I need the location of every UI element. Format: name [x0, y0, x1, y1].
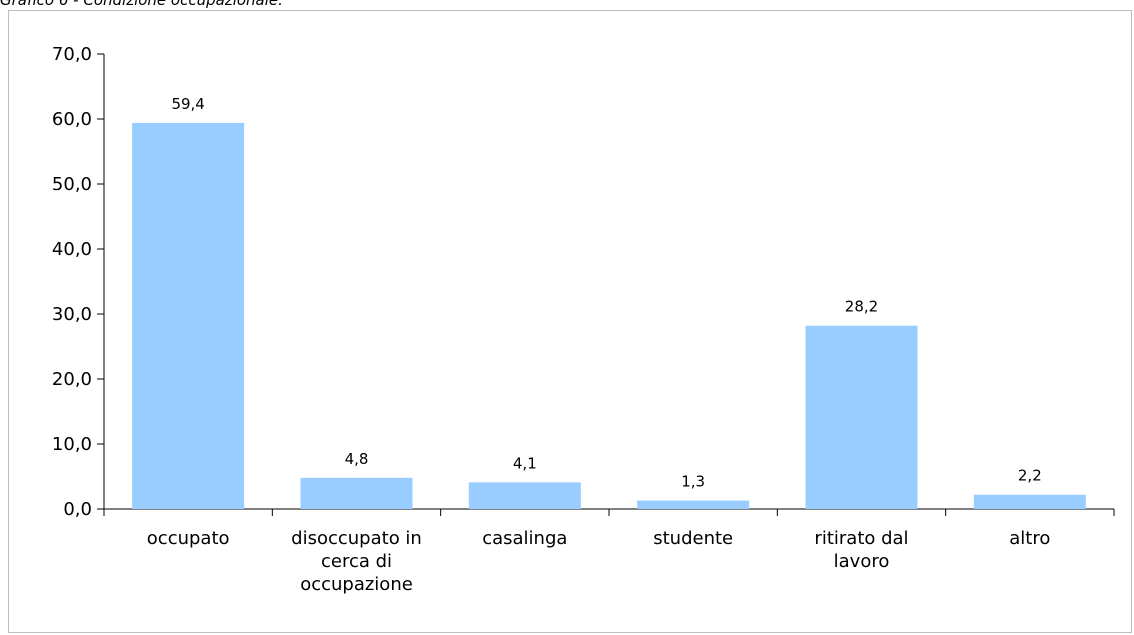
x-category-label: lavoro	[834, 551, 890, 572]
y-tick-label: 60,0	[52, 109, 92, 130]
y-tick-label: 0,0	[63, 499, 92, 520]
bar	[973, 494, 1086, 509]
y-tick-label: 20,0	[52, 369, 92, 390]
x-category-label: studente	[653, 528, 733, 549]
data-label: 1,3	[681, 473, 705, 491]
y-tick-label: 10,0	[52, 434, 92, 455]
chart-frame	[8, 10, 1132, 633]
y-tick-label: 30,0	[52, 304, 92, 325]
bar	[132, 122, 245, 510]
x-category-label: occupato	[147, 528, 230, 549]
x-category-label: cerca di	[321, 551, 392, 572]
data-label: 4,8	[345, 450, 369, 468]
chart-caption: Grafico 6 - Condizione occupazionale.	[0, 0, 283, 9]
data-label: 28,2	[845, 298, 878, 316]
x-category-label: ritirato dal	[814, 528, 908, 549]
bar	[637, 500, 750, 509]
bar	[468, 482, 581, 509]
data-label: 2,2	[1018, 467, 1042, 485]
bar	[805, 325, 918, 509]
x-category-label: altro	[1009, 528, 1050, 549]
x-category-label: disoccupato in	[291, 528, 422, 549]
y-tick-label: 50,0	[52, 174, 92, 195]
y-tick-label: 70,0	[52, 44, 92, 65]
data-label: 4,1	[513, 454, 537, 472]
data-label: 59,4	[171, 95, 204, 113]
bar	[300, 477, 413, 509]
x-category-label: casalinga	[482, 528, 567, 549]
x-category-label: occupazione	[300, 574, 413, 595]
y-tick-label: 40,0	[52, 239, 92, 260]
